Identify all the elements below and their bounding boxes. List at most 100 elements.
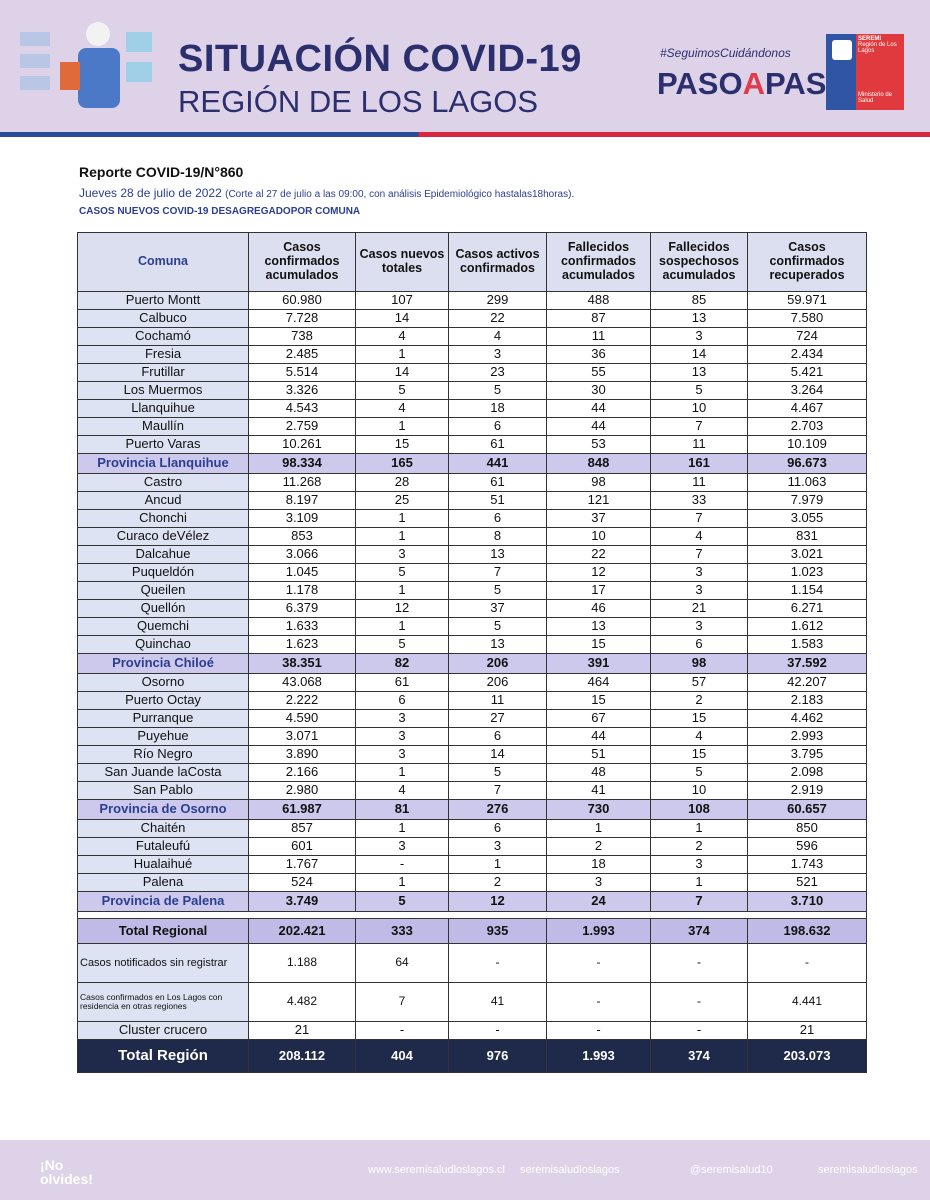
cell: - xyxy=(355,855,449,874)
province-row: Provincia Chiloé 38.351 82 206 391 98 37.592 xyxy=(77,653,867,674)
cell: 3 xyxy=(650,855,748,874)
cell: 10.109 xyxy=(747,435,867,454)
cell: - xyxy=(546,982,651,1022)
cell: 11 xyxy=(650,473,748,492)
cell: 3 xyxy=(448,837,547,856)
cell: 14 xyxy=(355,363,449,382)
cell: 521 xyxy=(747,873,867,892)
cell: 87 xyxy=(546,309,651,328)
cell: 4.543 xyxy=(248,399,356,418)
cell: 5 xyxy=(650,381,748,400)
cell: Quemchi xyxy=(77,617,249,636)
cell: 3.066 xyxy=(248,545,356,564)
cell: 4.467 xyxy=(747,399,867,418)
cell: Cluster crucero xyxy=(77,1021,249,1040)
cell: Chonchi xyxy=(77,509,249,528)
cell: - xyxy=(448,943,547,983)
cell: Fresia xyxy=(77,345,249,364)
cell: 37.592 xyxy=(747,653,867,674)
cell: 7.580 xyxy=(747,309,867,328)
cell: 17 xyxy=(546,581,651,600)
cell: 85 xyxy=(650,291,748,310)
cell: 488 xyxy=(546,291,651,310)
cell: 1 xyxy=(355,509,449,528)
cell: 730 xyxy=(546,799,651,820)
cell: 2 xyxy=(650,837,748,856)
data-table: Comuna Casos confirmados acumulados Casos … xyxy=(77,232,867,1073)
cell: 2.980 xyxy=(248,781,356,800)
comuna-row: Puerto Montt 60.980 107 299 488 85 59.971 xyxy=(77,291,867,310)
cell: 12 xyxy=(355,599,449,618)
brand: PASOAPASO xyxy=(657,66,851,102)
cell: 4 xyxy=(650,527,748,546)
cell: 6.271 xyxy=(747,599,867,618)
cell: 206 xyxy=(448,673,547,692)
column-header: Comuna xyxy=(77,232,249,292)
cell: 11 xyxy=(546,327,651,346)
cell: 15 xyxy=(355,435,449,454)
twitter: @seremisalud10 xyxy=(690,1164,773,1176)
cell: 464 xyxy=(546,673,651,692)
cell: Provincia de Palena xyxy=(77,891,249,912)
cell: Provincia Llanquihue xyxy=(77,453,249,474)
cell: Queilen xyxy=(77,581,249,600)
cell: Llanquihue xyxy=(77,399,249,418)
cell: 13 xyxy=(650,309,748,328)
cell: 41 xyxy=(448,982,547,1022)
column-header: Casos confirmados acumulados xyxy=(248,232,356,292)
cell: 24 xyxy=(546,891,651,912)
cell: 1 xyxy=(650,873,748,892)
province-row: Provincia Llanquihue 98.334 165 441 848 161 96… xyxy=(77,453,867,474)
comuna-row: Purranque 4.590 3 27 67 15 4.462 xyxy=(77,709,867,728)
cell: 7.728 xyxy=(248,309,356,328)
logo-text: SEREMI Región de Los Lagos Ministerio de S… xyxy=(856,34,904,110)
cell: Palena xyxy=(77,873,249,892)
cell: 1.993 xyxy=(546,1039,651,1073)
cell: 30 xyxy=(546,381,651,400)
report-date: Jueves 28 de julio de 2022 (Corte al 27 … xyxy=(79,186,574,200)
brand-part: A xyxy=(742,66,765,101)
spacer-cell xyxy=(77,911,867,919)
cell: 4.441 xyxy=(747,982,867,1022)
logo-star xyxy=(832,40,852,60)
cell: 2.759 xyxy=(248,417,356,436)
cell: 1.583 xyxy=(747,635,867,654)
cell: 441 xyxy=(448,453,547,474)
cell: 3 xyxy=(355,727,449,746)
cell: 44 xyxy=(546,399,651,418)
cell: 857 xyxy=(248,819,356,838)
cell: 596 xyxy=(747,837,867,856)
cell: 1.188 xyxy=(248,943,356,983)
cell: Provincia de Osorno xyxy=(77,799,249,820)
cell: 2.222 xyxy=(248,691,356,710)
cell: 1 xyxy=(650,819,748,838)
cell: Puerto Montt xyxy=(77,291,249,310)
cell: Los Muermos xyxy=(77,381,249,400)
cell: 10 xyxy=(650,399,748,418)
cell: Castro xyxy=(77,473,249,492)
cell: 21 xyxy=(650,599,748,618)
instagram: seremisaludloslagos xyxy=(818,1164,918,1176)
cell: 98 xyxy=(546,473,651,492)
cell: 7 xyxy=(650,545,748,564)
cell: 42.207 xyxy=(747,673,867,692)
comuna-row: Puqueldón 1.045 5 7 12 3 1.023 xyxy=(77,563,867,582)
logo-ministry: Ministerio de Salud xyxy=(858,92,893,104)
comuna-row: Quinchao 1.623 5 13 15 6 1.583 xyxy=(77,635,867,654)
reminder: ¡No olvides! xyxy=(40,1157,93,1187)
cell: 5 xyxy=(448,617,547,636)
cell: 22 xyxy=(448,309,547,328)
comuna-row: Chaitén 857 1 6 1 1 850 xyxy=(77,819,867,838)
province-row: Provincia de Osorno 61.987 81 276 730 108 60.6… xyxy=(77,799,867,820)
cell: 374 xyxy=(650,918,748,944)
cell: 198.632 xyxy=(747,918,867,944)
cell: 67 xyxy=(546,709,651,728)
cell: 108 xyxy=(650,799,748,820)
cell: 391 xyxy=(546,653,651,674)
cell: 1 xyxy=(355,527,449,546)
comuna-row: Quellón 6.379 12 37 46 21 6.271 xyxy=(77,599,867,618)
cell: 59.971 xyxy=(747,291,867,310)
cell: 2.703 xyxy=(747,417,867,436)
cell: - xyxy=(546,1021,651,1040)
